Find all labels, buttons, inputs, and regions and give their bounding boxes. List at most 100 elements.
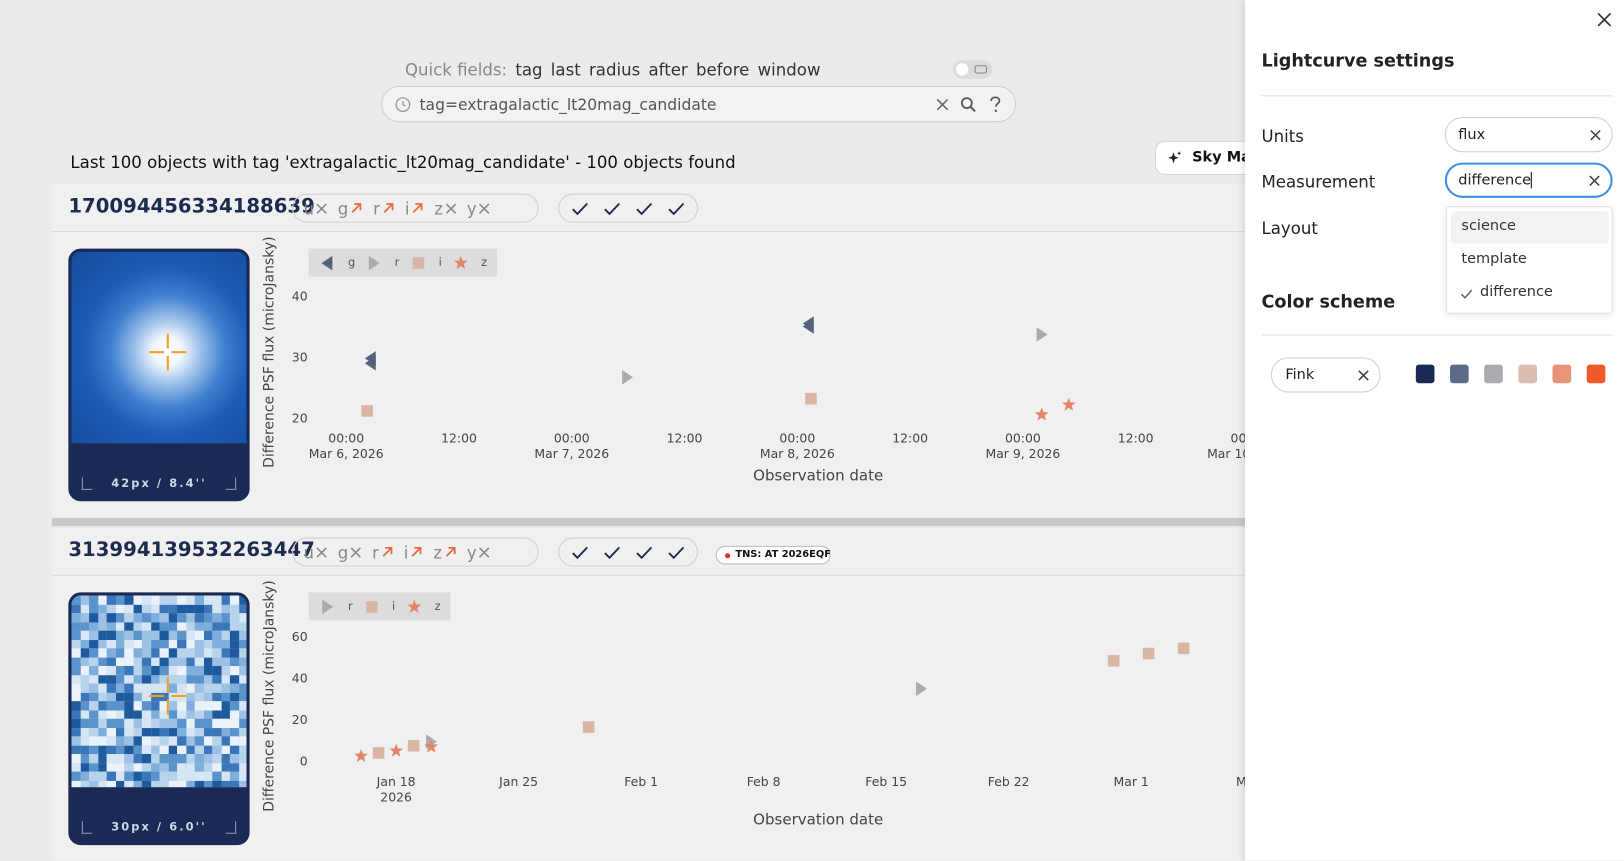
legend-entry[interactable]: i xyxy=(410,254,442,271)
cutout-pixel xyxy=(194,648,204,658)
dropdown-option[interactable]: template xyxy=(1461,250,1527,268)
cutout-pixel xyxy=(97,604,107,614)
color-scheme-select[interactable]: Fink xyxy=(1270,357,1381,393)
cutout-pixel xyxy=(203,683,213,693)
color-swatch[interactable] xyxy=(1586,364,1606,384)
clear-icon[interactable] xyxy=(935,97,950,112)
cutout-pixel xyxy=(106,762,116,772)
cutout-pixel xyxy=(221,727,231,737)
quick-field[interactable]: after xyxy=(648,60,688,80)
cutout-pixel xyxy=(194,718,204,728)
clear-icon[interactable] xyxy=(1589,175,1600,186)
object-id[interactable]: 313994139532263447 xyxy=(68,538,315,562)
clear-icon[interactable] xyxy=(1358,370,1369,381)
search-icon[interactable] xyxy=(960,96,977,113)
cutout-pixel xyxy=(203,674,213,684)
cutout-pixel xyxy=(141,762,151,772)
cutout-pixel xyxy=(221,630,231,640)
quick-field[interactable]: before xyxy=(696,60,750,80)
cutout-pixel xyxy=(97,665,107,675)
cutout-pixel xyxy=(141,595,151,605)
cutout-pixel xyxy=(115,762,125,772)
quick-field[interactable]: radius xyxy=(588,60,641,80)
cutout-pixel xyxy=(194,621,204,631)
color-swatch[interactable] xyxy=(1450,364,1469,384)
bracket xyxy=(81,821,93,834)
cutout-pixel xyxy=(229,639,239,649)
cutout-pixel xyxy=(159,718,169,728)
cutout-pixel xyxy=(133,701,142,711)
cutout-pixel xyxy=(212,762,222,772)
dropdown-option[interactable]: science xyxy=(1451,211,1609,244)
cutout-pixel xyxy=(177,674,187,684)
data-point xyxy=(1036,327,1048,342)
legend-entry[interactable]: z xyxy=(452,254,487,271)
legend-entry[interactable]: z xyxy=(406,598,441,615)
cutout-pixel xyxy=(97,613,107,623)
cutout-pixel xyxy=(97,683,107,693)
legend-entry[interactable]: i xyxy=(363,598,395,615)
no-trend-icon xyxy=(445,202,456,214)
color-swatch[interactable] xyxy=(1552,364,1572,384)
cutout-pixel xyxy=(124,630,134,640)
cutout-pixel xyxy=(80,613,90,623)
cutout-pixel xyxy=(185,771,195,781)
color-swatch[interactable] xyxy=(1415,364,1435,384)
cutout-thumbnail[interactable]: 42px / 8.4'' xyxy=(68,248,250,502)
cutout-pixel xyxy=(133,718,142,728)
cutout-pixel xyxy=(141,771,151,781)
close-icon[interactable] xyxy=(1597,12,1612,27)
cutout-pixel xyxy=(89,595,98,605)
band-chip: i xyxy=(404,542,423,562)
cutout-pixel xyxy=(141,639,151,649)
cutout-pixel xyxy=(115,771,125,781)
cutout-pixel xyxy=(71,648,81,658)
cutout-pixel xyxy=(150,701,160,711)
legend-entry[interactable]: g xyxy=(319,254,355,271)
dropdown-option[interactable]: difference xyxy=(1480,283,1553,301)
measurement-select[interactable]: difference xyxy=(1444,162,1613,198)
cutout-pixel xyxy=(80,718,90,728)
cutout-pixel xyxy=(203,604,213,614)
x-tick-label: Feb 15 xyxy=(865,774,908,790)
cutout-pixel xyxy=(106,630,116,640)
cutout-thumbnail[interactable]: 30px / 6.0'' xyxy=(68,592,250,846)
cutout-pixel xyxy=(168,754,178,763)
band-letter: r xyxy=(372,542,379,562)
quick-field[interactable]: window xyxy=(757,60,821,80)
color-swatch[interactable] xyxy=(1484,364,1503,384)
cutout-pixel xyxy=(194,709,204,719)
data-point xyxy=(582,721,595,733)
x-tick-label: 12:00 xyxy=(441,430,477,446)
toggle[interactable] xyxy=(952,60,993,79)
cutout-pixel xyxy=(203,639,213,649)
units-select[interactable]: flux xyxy=(1444,117,1613,153)
help-icon[interactable] xyxy=(988,95,1003,114)
tns-badge[interactable]: TNS: AT 2026EQF xyxy=(715,545,831,565)
color-swatch[interactable] xyxy=(1518,364,1538,384)
check-icon xyxy=(572,546,588,559)
legend-entry[interactable]: r xyxy=(319,598,353,615)
quick-field[interactable]: last xyxy=(550,60,581,80)
cutout-pixel xyxy=(168,762,178,772)
cutout-pixel xyxy=(203,701,213,711)
cutout-pixel xyxy=(115,595,125,605)
cutout-pixel xyxy=(194,665,204,675)
cutout-pixel xyxy=(89,621,98,631)
quick-field[interactable]: tag xyxy=(515,60,543,80)
cutout-pixel xyxy=(97,762,107,772)
cutout-pixel xyxy=(115,648,125,658)
search-box[interactable]: tag=extragalactic_lt20mag_candidate xyxy=(381,85,1017,123)
cutout-pixel xyxy=(177,780,187,788)
sky-map-label: Sky Map xyxy=(1192,149,1262,166)
toggle-knob xyxy=(955,63,969,76)
legend-marker xyxy=(365,600,378,613)
cutout-pixel xyxy=(185,595,195,605)
clear-icon[interactable] xyxy=(1590,129,1601,141)
object-id[interactable]: 170094456334188639 xyxy=(68,194,315,218)
x-tick-label: Feb 1 xyxy=(624,774,659,790)
legend-entry[interactable]: r xyxy=(366,254,399,271)
cutout-pixel xyxy=(124,595,134,605)
cutout-pixel xyxy=(106,674,116,684)
